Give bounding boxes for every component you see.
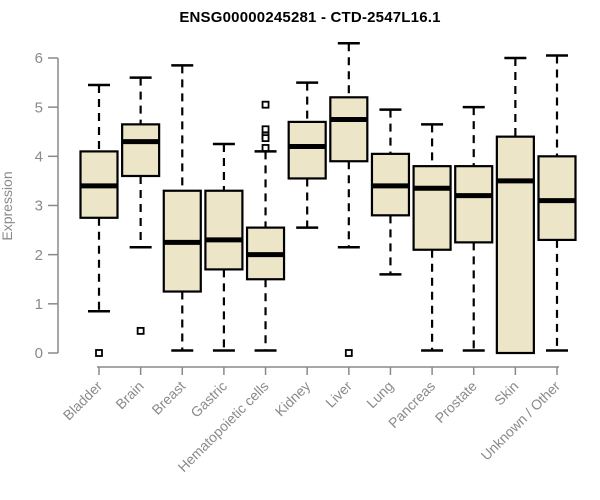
- boxplot-skin: [495, 56, 535, 355]
- iqr-box: [329, 96, 369, 163]
- boxplot-unknown-other: [537, 54, 577, 352]
- boxplot-brain: [121, 76, 161, 335]
- boxplot-bladder: [79, 83, 119, 357]
- y-axis-tick-label: 6: [35, 50, 43, 67]
- iqr-box: [495, 135, 535, 355]
- outlier-point: [261, 125, 270, 134]
- y-axis-tick-label: 1: [35, 296, 43, 313]
- y-axis-tick-label: 5: [35, 99, 43, 116]
- boxplot-liver: [329, 41, 369, 357]
- outlier-point: [261, 144, 270, 152]
- boxplot-pancreas: [412, 123, 452, 352]
- x-axis-label-lung: Lung: [363, 378, 396, 411]
- y-axis-tick-label: 2: [35, 247, 43, 264]
- iqr-box: [412, 165, 452, 251]
- x-axis-label-bladder: Bladder: [60, 378, 106, 424]
- iqr-box: [454, 165, 494, 244]
- iqr-box: [121, 123, 161, 178]
- chart-title: ENSG00000245281 - CTD-2547L16.1: [179, 9, 441, 26]
- boxplot-gastric: [204, 142, 244, 352]
- y-axis-tick-label: 3: [35, 198, 43, 215]
- iqr-box: [287, 120, 327, 180]
- boxplot-lung: [370, 108, 411, 276]
- outlier-point: [95, 349, 103, 357]
- outlier-point: [136, 326, 145, 335]
- boxes-layer: [79, 41, 577, 357]
- x-axis-label-brain: Brain: [112, 378, 146, 412]
- y-axis-tick-label: 0: [35, 345, 43, 362]
- y-axis-tick-label: 4: [35, 149, 43, 166]
- iqr-box: [204, 189, 244, 271]
- outlier-point: [261, 134, 270, 143]
- boxplot-breast: [162, 64, 202, 352]
- boxplot-hematopoietic-cells: [245, 100, 286, 352]
- outlier-point: [344, 349, 353, 357]
- x-axis-label-breast: Breast: [148, 378, 188, 418]
- outlier-point: [261, 100, 270, 109]
- x-axis-label-prostate: Prostate: [432, 378, 480, 426]
- x-axis-label-liver: Liver: [322, 378, 355, 411]
- y-axis-title: Expression: [0, 171, 15, 240]
- boxplot-kidney: [287, 81, 327, 229]
- boxplot-prostate: [454, 105, 494, 352]
- x-axis-label-kidney: Kidney: [272, 378, 314, 420]
- x-axis-label-unknown-other: Unknown / Other: [478, 378, 564, 464]
- x-axis-label-skin: Skin: [491, 378, 522, 409]
